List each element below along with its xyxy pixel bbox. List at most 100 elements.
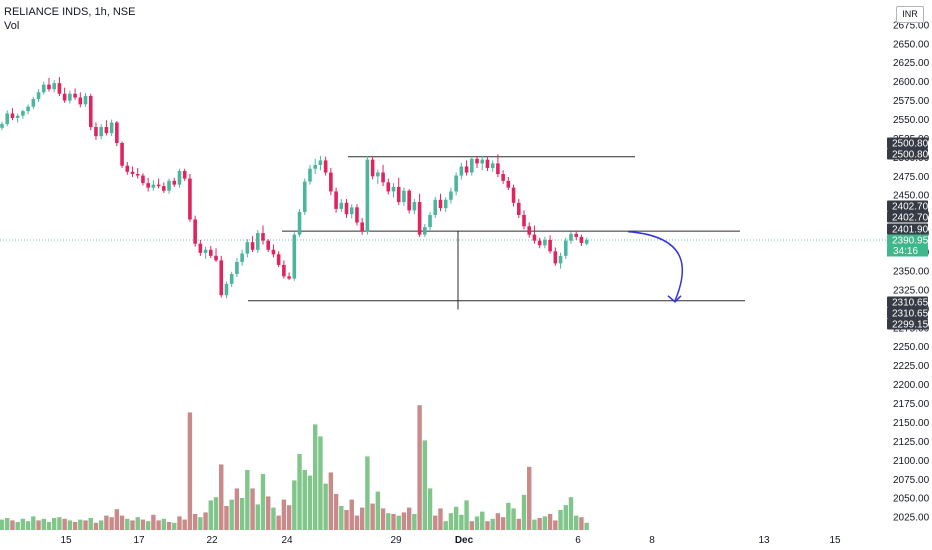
volume-bar	[114, 509, 120, 530]
candle-body	[10, 113, 15, 118]
candle-body	[365, 159, 370, 232]
candle-body	[120, 142, 124, 166]
volume-bar	[125, 518, 130, 530]
volume-bar	[516, 518, 521, 530]
volume-bar	[78, 519, 83, 530]
volume-bar	[46, 522, 52, 530]
volume-bar	[443, 521, 448, 530]
candle-body	[271, 249, 276, 255]
volume-bar	[10, 520, 15, 530]
volume-bar	[219, 464, 224, 530]
candle-body	[323, 160, 328, 173]
candle-body	[115, 122, 119, 143]
candle-body	[261, 233, 265, 241]
volume-bar	[187, 412, 193, 530]
volume-bar	[412, 514, 417, 530]
volume-bar	[109, 517, 114, 530]
price-tick-label: 2675.00	[893, 20, 930, 31]
volume-bar	[438, 508, 443, 530]
volume-bar	[370, 503, 375, 530]
volume-bar	[302, 470, 307, 530]
volume-bar	[359, 507, 365, 530]
candle-body	[135, 174, 140, 176]
time-tick-label: 22	[206, 535, 218, 546]
volume-bar	[36, 520, 41, 530]
volume-bar	[500, 517, 506, 530]
candle-body	[78, 97, 83, 105]
candle-body	[235, 261, 239, 275]
candle-body	[302, 181, 307, 212]
volume-bar	[292, 480, 297, 530]
volume-bar	[31, 516, 36, 530]
candle-body	[62, 93, 67, 101]
volume-bar	[474, 516, 480, 530]
candle-body	[459, 166, 464, 176]
candle-body	[318, 160, 323, 165]
candle-body	[344, 202, 349, 215]
candle-body	[52, 83, 56, 90]
volume-bar	[5, 518, 10, 530]
volume-bar	[20, 518, 26, 530]
candle-body	[193, 219, 197, 244]
volume-bar	[286, 505, 292, 530]
volume-bar	[15, 522, 20, 530]
volume-bar	[547, 514, 553, 530]
candle-body	[402, 190, 406, 203]
candle-body	[438, 199, 443, 209]
candle-body	[172, 180, 177, 185]
candle-body	[68, 93, 72, 101]
countdown-tag	[887, 245, 928, 257]
candle-body	[245, 242, 250, 254]
price-tick-label: 2200.00	[893, 380, 930, 391]
volume-bar	[354, 515, 360, 530]
time-axis[interactable]: 15 17 22 24 29 Dec 6 8 13 15	[60, 535, 841, 546]
volume-bar	[172, 522, 177, 530]
candle-body	[522, 214, 526, 227]
currency-button[interactable]: INR	[896, 6, 924, 23]
candle-body	[355, 207, 359, 223]
price-tick-label: 2650.00	[893, 39, 930, 50]
price-tick-label: 2600.00	[893, 77, 930, 88]
candle-body	[73, 93, 77, 98]
volume-bar	[349, 499, 354, 530]
price-tick-label: 2075.00	[893, 475, 930, 486]
volume-bar	[260, 474, 266, 530]
candle-body	[454, 175, 458, 192]
time-tick-label: 6	[575, 535, 581, 546]
price-tag-label: 2402.70	[892, 213, 929, 224]
volume-bar	[469, 521, 474, 530]
candle-body	[516, 202, 521, 215]
candle-body	[381, 172, 385, 183]
projection-arrow[interactable]	[627, 230, 684, 303]
volume-bar	[0, 519, 5, 530]
volume-bar	[119, 515, 125, 530]
candle-body	[480, 159, 485, 164]
candle-body	[162, 186, 166, 191]
drawing-lines[interactable]	[0, 156, 887, 310]
candle-body	[83, 96, 88, 105]
volume-bar	[495, 513, 501, 530]
volume-bar	[198, 517, 203, 530]
price-tick-label: 2100.00	[893, 456, 930, 467]
price-tick-label: 2225.00	[893, 361, 930, 372]
volume-bar	[339, 506, 344, 530]
candle-body	[349, 207, 354, 215]
volume-bar	[177, 516, 182, 530]
candle-body	[151, 184, 156, 188]
price-tick-label: 2025.00	[893, 513, 930, 524]
volume-bar	[433, 515, 438, 530]
candle-body	[548, 239, 552, 252]
volume-bar	[574, 515, 579, 530]
price-axis[interactable]: 2675.00 2650.00 2625.00 2600.00 2575.00 2550.…	[887, 0, 932, 550]
candle-body	[449, 191, 453, 200]
candle-body	[313, 164, 317, 169]
price-tag	[887, 200, 928, 212]
volume-bar	[67, 520, 73, 530]
volume-bar	[558, 510, 563, 530]
candle-body	[407, 190, 411, 211]
volume-bar	[521, 494, 527, 530]
arrow-head	[667, 295, 682, 303]
candle-body	[475, 158, 479, 164]
